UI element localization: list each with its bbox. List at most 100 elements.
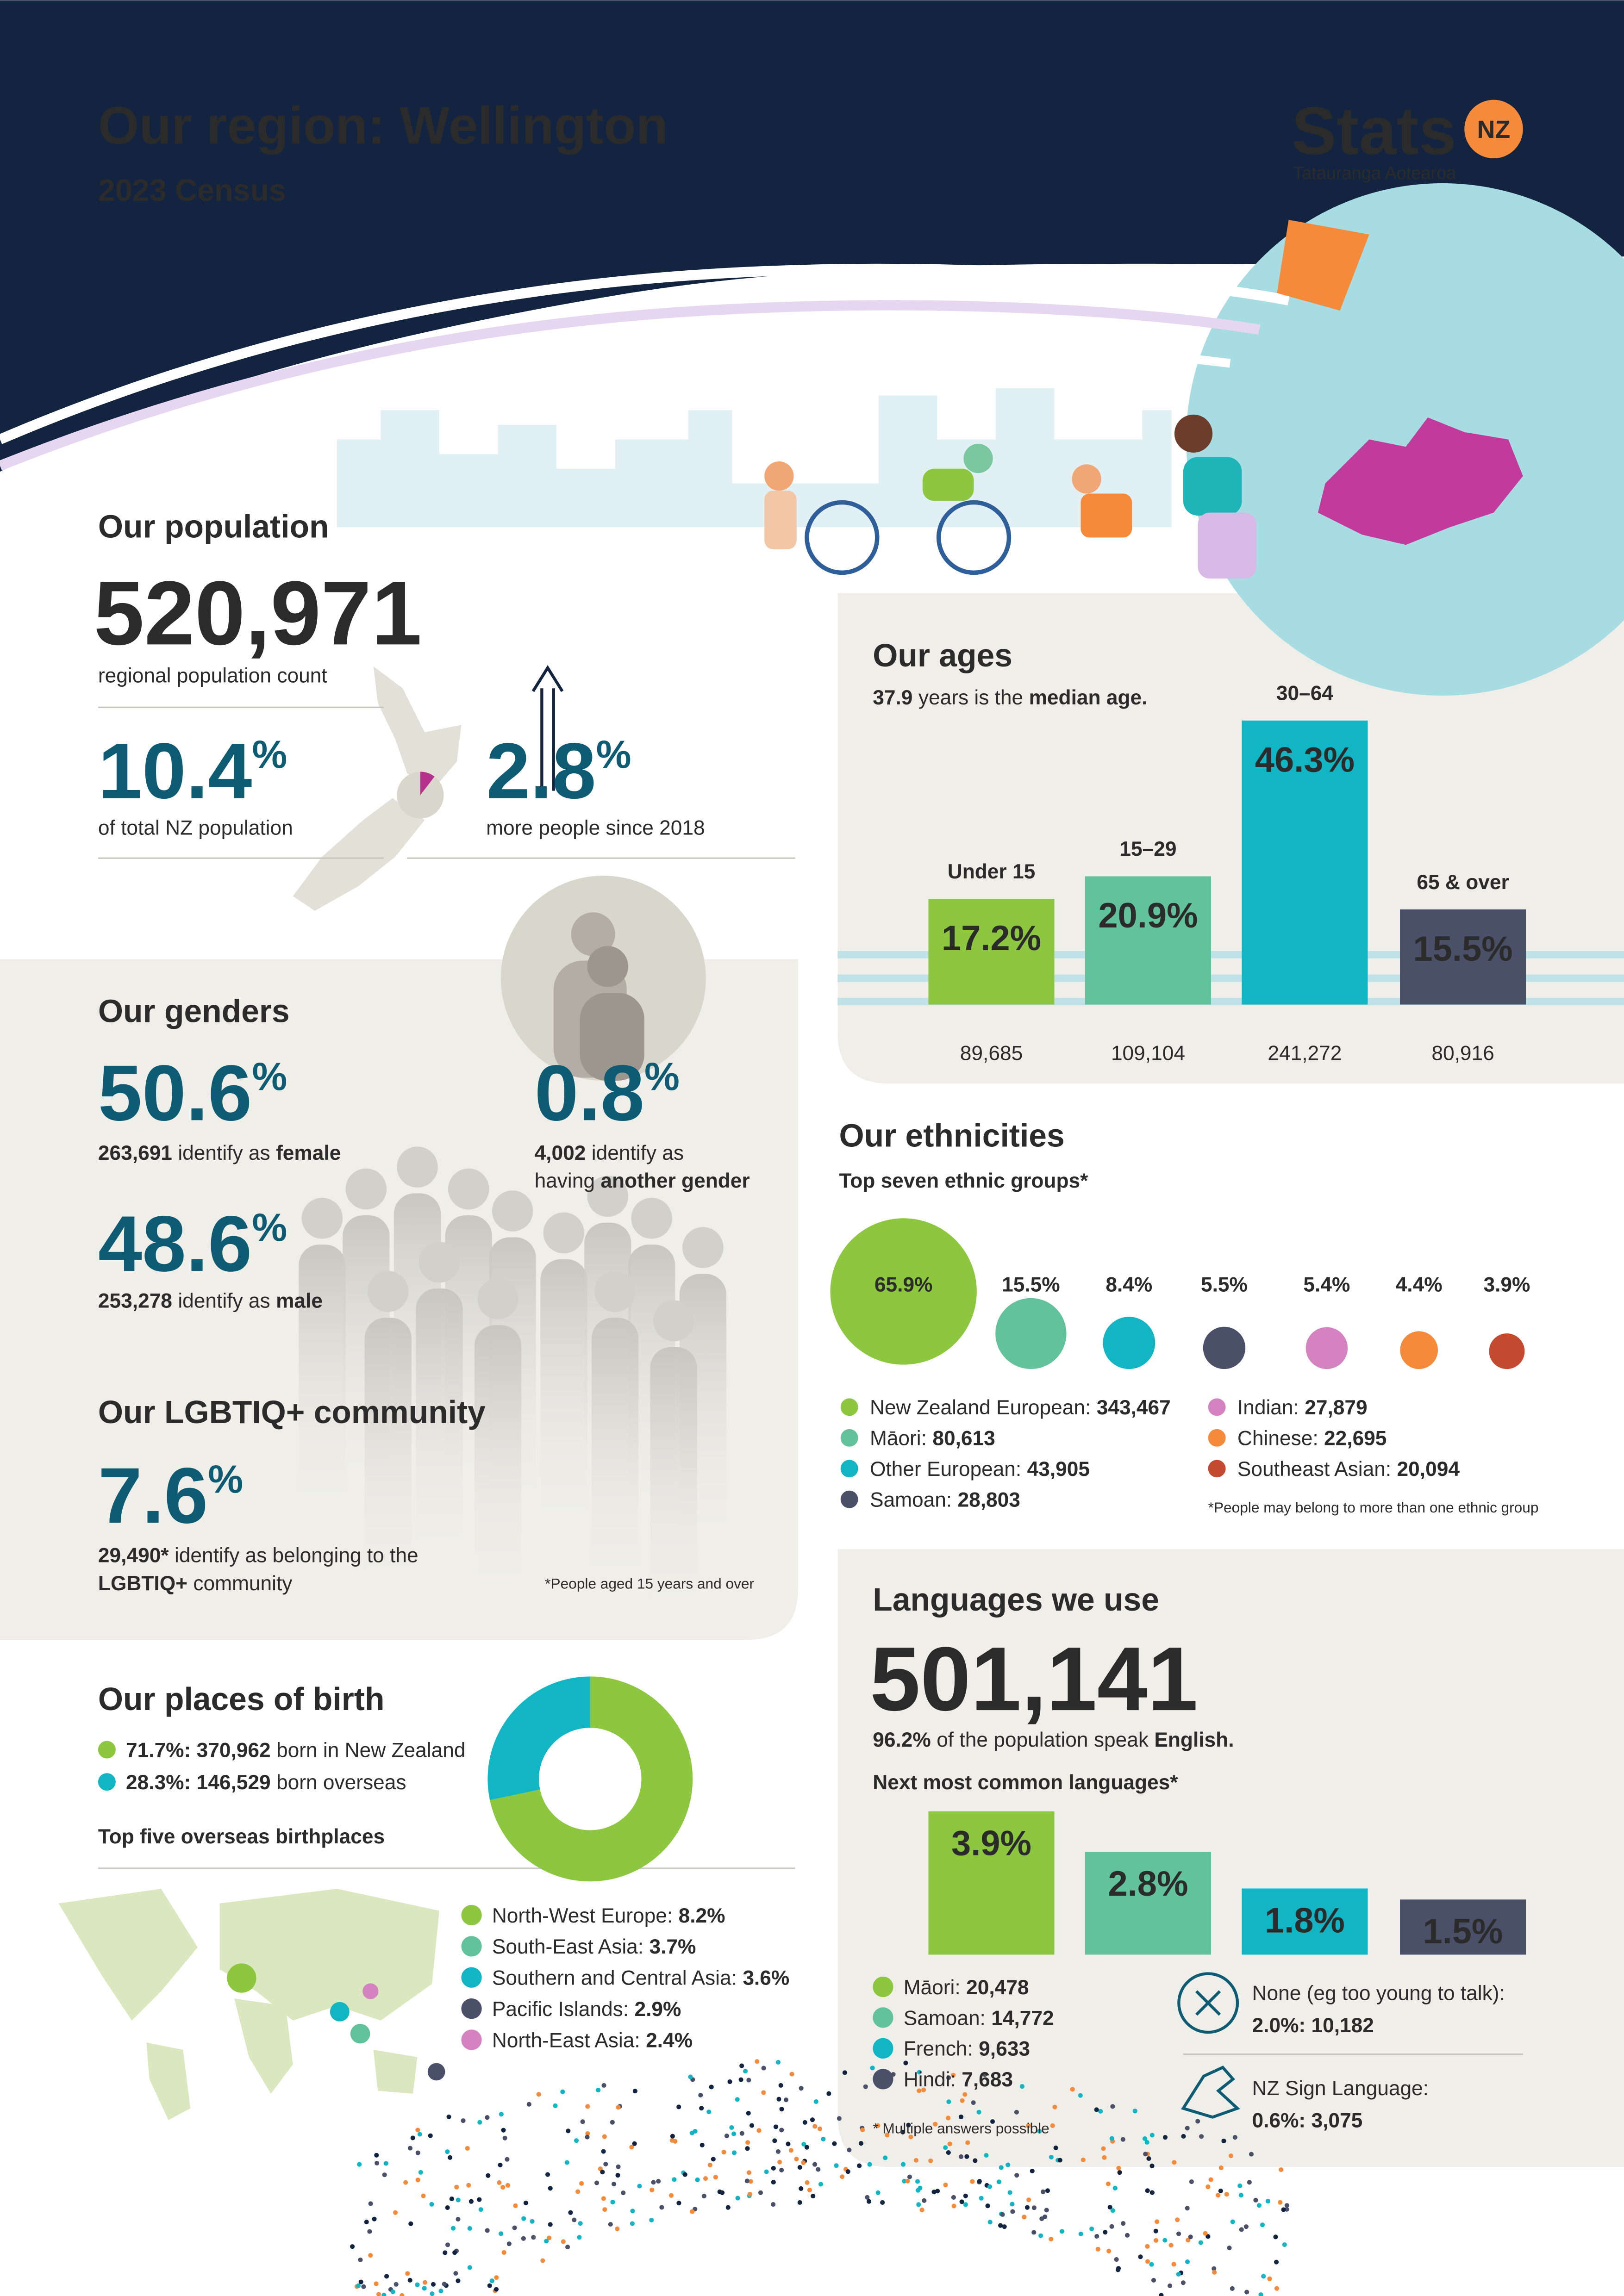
decor-dot: [1274, 2259, 1279, 2265]
another-caption: having another gender: [535, 1170, 750, 1192]
bubble: [1489, 1333, 1525, 1369]
decor-dot: [358, 2279, 363, 2284]
decor-dot: [746, 2110, 751, 2116]
decor-dot: [1049, 2154, 1054, 2159]
decor-dot: [962, 2092, 968, 2097]
decor-dot: [1110, 2104, 1115, 2109]
legend-dot: [840, 1490, 858, 1508]
bar: [1400, 1899, 1526, 1955]
decor-dot: [984, 2153, 989, 2158]
map-dot: [350, 2023, 370, 2044]
decor-dot: [547, 2235, 552, 2240]
crowd-illustration: [299, 1146, 726, 1625]
decor-dot: [1216, 2193, 1221, 2198]
legend-dot: [873, 2038, 893, 2059]
legend-dot: [461, 1998, 482, 2019]
ethnicity-legend-part: 343,467: [1097, 1396, 1171, 1419]
decor-dot: [842, 2070, 847, 2075]
bubble-label: 65.9%: [874, 1273, 933, 1296]
languages-panel: [837, 1549, 1624, 2167]
decor-dot: [1059, 2229, 1065, 2234]
bar: [1085, 876, 1211, 1005]
legend-dot: [840, 1429, 858, 1447]
decor-dot: [1112, 2185, 1118, 2191]
decor-dot: [776, 2097, 781, 2102]
decor-dot: [804, 2145, 809, 2150]
bar-value-label: 17.2%: [942, 919, 1041, 958]
decor-dot: [1185, 2126, 1190, 2131]
decor-dot: [801, 2160, 806, 2165]
decor-dot: [756, 2128, 762, 2133]
ethnicity-legend-part: Indian:: [1237, 1396, 1299, 1419]
decor-dot: [1002, 2224, 1007, 2229]
decor-dot: [747, 2191, 752, 2196]
language-legend: French: 9,633: [904, 2038, 1030, 2060]
overseas-legend-part: North-West Europe:: [492, 1904, 673, 1927]
section-heading: Our genders: [98, 993, 290, 1029]
decor-dot: [594, 2180, 600, 2185]
decor-dot: [630, 2209, 635, 2214]
decor-dot: [368, 2201, 373, 2206]
male-caption-part: identify as: [178, 1289, 270, 1312]
decor-dot: [1232, 2135, 1237, 2140]
decor-dot: [1110, 2208, 1115, 2213]
another-caption-part: 4,002: [535, 1142, 586, 1164]
crowd-head: [682, 1227, 724, 1268]
decor-dot: [408, 2221, 413, 2226]
bar: [1085, 1852, 1211, 1955]
subheading: Top seven ethnic groups*: [839, 1170, 1089, 1192]
decor-dot: [383, 2161, 388, 2166]
header-stripe: [0, 300, 1261, 471]
region-shape: [1318, 417, 1523, 545]
decor-dot: [553, 2103, 558, 2108]
decor-dot: [494, 2275, 499, 2280]
english-caption-part: 96.2%: [873, 1729, 931, 1751]
bubble-label: 4.4%: [1396, 1273, 1443, 1296]
bar-value-label: 2.8%: [1108, 1864, 1188, 1904]
decor-dot: [1159, 2293, 1164, 2296]
another-figure-number: 0.8: [535, 1049, 644, 1137]
female-figure-number: 50.6: [98, 1049, 252, 1137]
decor-dot: [866, 2199, 872, 2204]
decor-dot: [735, 2196, 740, 2201]
decor-dot: [987, 2220, 993, 2225]
language-legend-part: 9,633: [979, 2038, 1030, 2060]
language-legend-part: Samoan:: [904, 2007, 986, 2029]
legend-dot: [1208, 1398, 1226, 1416]
decor-dot: [794, 2156, 799, 2162]
decor-dot: [1162, 2238, 1168, 2243]
decor-dot: [486, 2173, 491, 2178]
decor-dot: [1186, 2238, 1191, 2243]
decor-dot: [446, 2114, 451, 2119]
map-dot: [427, 2063, 445, 2081]
decor-dot: [1081, 2157, 1086, 2162]
bar-category-label: 30–64: [1276, 682, 1333, 705]
decor-dot: [367, 2229, 372, 2234]
share-figure-number: 10.4: [98, 727, 252, 815]
decor-dot: [579, 2181, 584, 2186]
decor-dot: [629, 2145, 634, 2150]
decor-dot: [778, 2083, 783, 2088]
another-caption-part: identify as: [592, 1142, 684, 1164]
decor-dot: [960, 2098, 965, 2103]
decor-dot: [1089, 2226, 1094, 2231]
decor-dot: [1228, 2153, 1234, 2159]
globe: [1186, 183, 1624, 696]
bubble: [1103, 1317, 1156, 1369]
bar-count-label: 109,104: [1111, 1042, 1185, 1065]
decor-dot: [772, 2138, 777, 2143]
decor-dot: [1181, 2134, 1186, 2139]
bubble-label: 3.9%: [1483, 1273, 1530, 1296]
decor-dot: [501, 2128, 506, 2133]
decor-dot: [1279, 2167, 1284, 2172]
bubble-label: 5.5%: [1201, 1273, 1248, 1296]
male-figure-number: 48.6: [98, 1200, 252, 1288]
overseas-legend-part: Southern and Central Asia:: [492, 1967, 737, 1990]
bar-category-label: Under 15: [948, 860, 1035, 883]
decor-dot: [450, 2226, 456, 2231]
decor-dot: [651, 2180, 656, 2185]
decor-dot: [958, 2154, 964, 2159]
language-legend-part: 7,683: [962, 2068, 1013, 2091]
decor-dot: [821, 2136, 826, 2142]
decor-dot: [632, 2089, 637, 2094]
